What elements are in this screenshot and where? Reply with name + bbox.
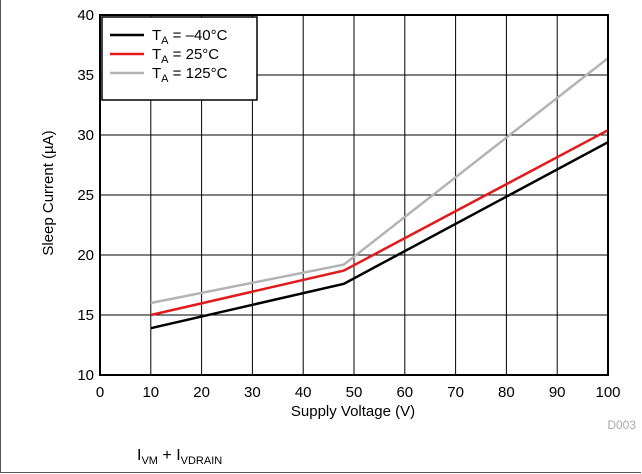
x-tick-label: 70: [447, 384, 464, 401]
caption-sub: VM: [141, 455, 158, 467]
x-tick-label: 10: [142, 384, 159, 401]
figure-id: D003: [607, 418, 636, 432]
y-tick-label: 15: [77, 307, 94, 324]
x-tick-label: 100: [595, 384, 620, 401]
x-tick-label: 80: [498, 384, 515, 401]
y-tick-label: 40: [77, 7, 94, 24]
x-tick-label: 60: [396, 384, 413, 401]
y-tick-label: 25: [77, 187, 94, 204]
x-tick-label: 0: [96, 384, 104, 401]
x-axis-label: Supply Voltage (V): [291, 403, 415, 420]
y-axis-label: Sleep Current (µA): [40, 130, 57, 255]
x-tick-label: 90: [549, 384, 566, 401]
x-tick-label: 40: [295, 384, 312, 401]
x-tick-label: 50: [346, 384, 363, 401]
y-tick-label: 10: [77, 367, 94, 384]
figure-caption: IVM + IVDRAIN: [137, 447, 222, 467]
x-tick-label: 30: [244, 384, 261, 401]
y-tick-label: 35: [77, 67, 94, 84]
y-tick-label: 20: [77, 247, 94, 264]
caption-sub: VDRAIN: [181, 455, 223, 467]
x-tick-label: 20: [193, 384, 210, 401]
caption-part: + I: [158, 447, 181, 464]
y-tick-label: 30: [77, 127, 94, 144]
